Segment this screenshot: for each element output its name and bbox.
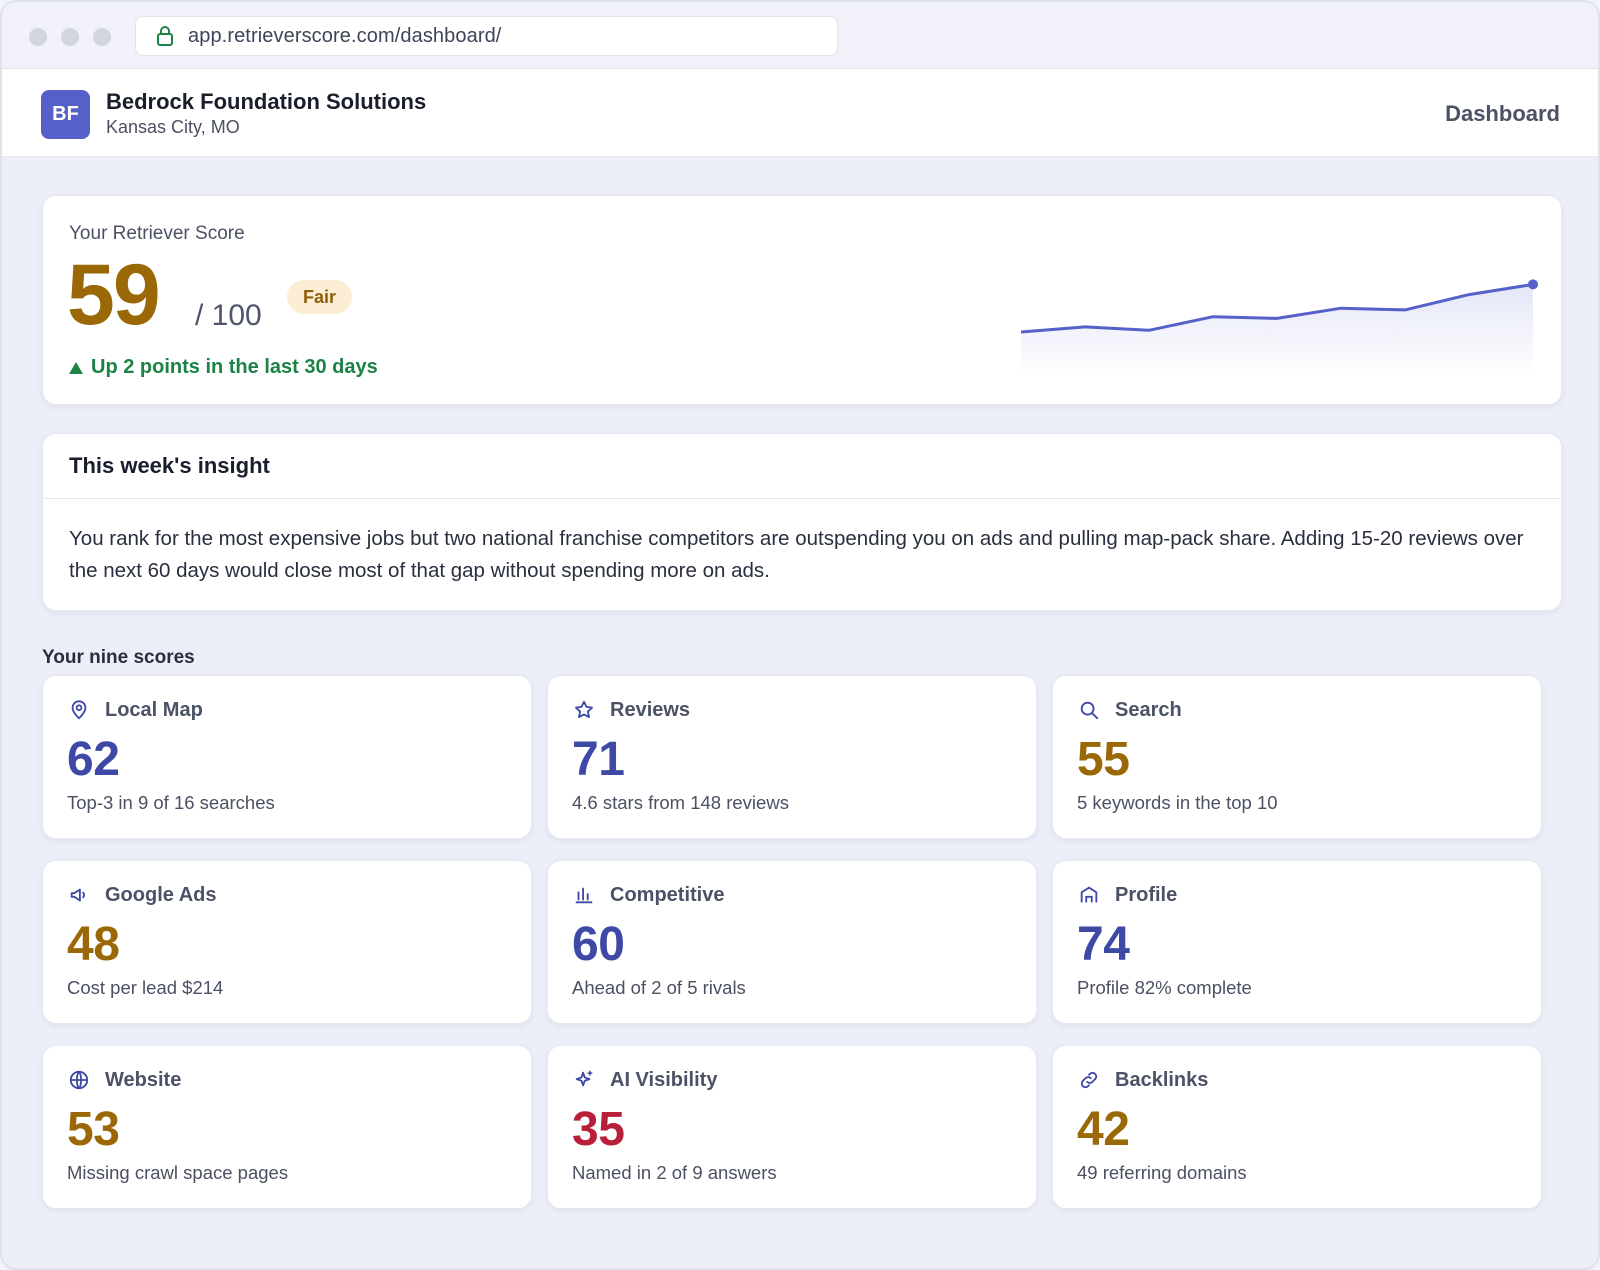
tile-score-value: 71: [572, 733, 625, 786]
score-trend: Up 2 points in the last 30 days: [69, 356, 378, 379]
score-tile-competitive[interactable]: Competitive 60 Ahead of 2 of 5 rivals: [547, 860, 1037, 1024]
business-avatar[interactable]: BF: [41, 90, 90, 139]
tile-label: Search: [1115, 698, 1182, 721]
score-tile-google-ads[interactable]: Google Ads 48 Cost per lead $214: [42, 860, 532, 1024]
tile-description: Ahead of 2 of 5 rivals: [572, 977, 746, 998]
star-icon: [572, 698, 596, 722]
sparkline-point: [1528, 279, 1538, 290]
nav-dashboard-link[interactable]: Dashboard: [1445, 101, 1560, 126]
globe-icon: [67, 1068, 91, 1092]
scores-section-title: Your nine scores: [42, 647, 195, 668]
link-icon: [1077, 1068, 1101, 1092]
storefront-icon: [1077, 883, 1101, 907]
tile-header: Reviews: [572, 698, 690, 722]
sparkline-area: [1021, 284, 1533, 376]
sparkline-series-line: [1021, 282, 1534, 334]
score-tile-ai-visibility[interactable]: AI Visibility 35 Named in 2 of 9 answers: [547, 1045, 1037, 1209]
tile-score-value: 55: [1077, 733, 1130, 786]
business-name: Bedrock Foundation Solutions: [106, 89, 427, 114]
tile-header: Website: [67, 1068, 181, 1092]
score-value: 59: [67, 247, 161, 343]
tile-header: Competitive: [572, 883, 724, 907]
tile-score-value: 53: [67, 1103, 120, 1156]
score-tile-search[interactable]: Search 55 5 keywords in the top 10: [1052, 675, 1542, 839]
map-pin-icon: [67, 698, 91, 722]
tile-score-value: 42: [1077, 1103, 1130, 1156]
tile-description: Profile 82% complete: [1077, 977, 1252, 998]
score-tile-backlinks[interactable]: Backlinks 42 49 referring domains: [1052, 1045, 1542, 1209]
weekly-insight-card: This week's insight You rank for the mos…: [42, 433, 1562, 611]
megaphone-icon: [67, 883, 91, 907]
tile-header: Backlinks: [1077, 1068, 1208, 1092]
retriever-score-card: Your Retriever Score 59 / 100 Fair Up 2 …: [42, 195, 1562, 405]
tile-description: 4.6 stars from 148 reviews: [572, 792, 789, 813]
score-tile-profile[interactable]: Profile 74 Profile 82% complete: [1052, 860, 1542, 1024]
tile-score-value: 62: [67, 733, 120, 786]
app-header: BF Bedrock Foundation Solutions Kansas C…: [2, 69, 1598, 157]
tile-description: Top-3 in 9 of 16 searches: [67, 792, 275, 813]
tile-label: AI Visibility: [610, 1068, 718, 1091]
business-location: Kansas City, MO: [106, 117, 240, 137]
window-maximize-dot[interactable]: [93, 28, 111, 46]
trend-text: Up 2 points in the last 30 days: [91, 356, 378, 378]
tile-score-value: 35: [572, 1103, 625, 1156]
insight-title: This week's insight: [43, 434, 1561, 499]
score-label: Your Retriever Score: [69, 223, 245, 244]
tile-label: Google Ads: [105, 883, 217, 906]
sparkle-icon: [572, 1068, 596, 1092]
window-close-dot[interactable]: [29, 28, 47, 46]
tile-score-value: 60: [572, 918, 625, 971]
score-rating-badge: Fair: [287, 280, 353, 314]
browser-chrome: app.retrieverscore.com/dashboard/: [2, 2, 1598, 69]
insight-body: You rank for the most expensive jobs but…: [69, 527, 1524, 582]
tile-label: Competitive: [610, 883, 725, 906]
bar-chart-icon: [572, 883, 596, 907]
tile-description: Named in 2 of 9 answers: [572, 1162, 777, 1183]
search-icon: [1077, 698, 1101, 722]
score-max: / 100: [195, 299, 262, 332]
score-tile-reviews[interactable]: Reviews 71 4.6 stars from 148 reviews: [547, 675, 1037, 839]
score-tile-local-map[interactable]: Local Map 62 Top-3 in 9 of 16 searches: [42, 675, 532, 839]
tile-score-value: 74: [1077, 918, 1130, 971]
tile-header: AI Visibility: [572, 1068, 717, 1092]
tile-header: Local Map: [67, 698, 203, 722]
tile-header: Google Ads: [67, 883, 216, 907]
address-bar[interactable]: app.retrieverscore.com/dashboard/: [135, 16, 838, 56]
score-sparkline-chart: [1021, 279, 1538, 376]
score-tile-website[interactable]: Website 53 Missing crawl space pages: [42, 1045, 532, 1209]
tile-label: Reviews: [610, 698, 691, 721]
tile-header: Search: [1077, 698, 1182, 722]
tile-score-value: 48: [67, 918, 120, 971]
tile-label: Backlinks: [1115, 1068, 1209, 1091]
trend-up-icon: [69, 361, 83, 374]
window-minimize-dot[interactable]: [61, 28, 79, 46]
tile-description: Missing crawl space pages: [67, 1162, 289, 1183]
tile-description: 5 keywords in the top 10: [1077, 792, 1278, 813]
tile-description: 49 referring domains: [1077, 1162, 1247, 1183]
tile-header: Profile: [1077, 883, 1177, 907]
tile-label: Local Map: [105, 698, 203, 721]
tile-label: Profile: [1115, 883, 1178, 906]
tile-description: Cost per lead $214: [67, 977, 224, 998]
lock-icon: [157, 26, 173, 46]
tile-label: Website: [105, 1068, 182, 1091]
url-text: app.retrieverscore.com/dashboard/: [188, 24, 502, 47]
